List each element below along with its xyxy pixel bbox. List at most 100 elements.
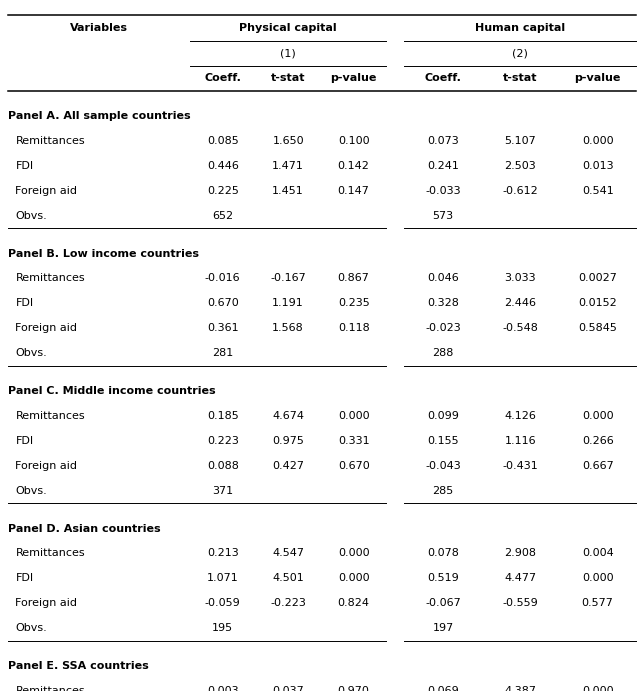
Text: Variables: Variables [70, 23, 128, 33]
Text: 0.147: 0.147 [337, 186, 370, 196]
Text: 0.824: 0.824 [337, 598, 370, 608]
Text: 0.013: 0.013 [582, 161, 614, 171]
Text: 1.568: 1.568 [272, 323, 304, 333]
Text: Foreign aid: Foreign aid [15, 461, 77, 471]
Text: 0.970: 0.970 [337, 685, 370, 691]
Text: Panel A. All sample countries: Panel A. All sample countries [8, 111, 191, 121]
Text: Panel D. Asian countries: Panel D. Asian countries [8, 524, 160, 533]
Text: 0.328: 0.328 [427, 299, 459, 308]
Text: FDI: FDI [15, 299, 33, 308]
Text: 0.670: 0.670 [338, 461, 370, 471]
Text: 0.000: 0.000 [338, 410, 370, 421]
Text: 371: 371 [212, 486, 233, 495]
Text: 0.427: 0.427 [272, 461, 304, 471]
Text: 197: 197 [433, 623, 453, 633]
Text: -0.167: -0.167 [270, 273, 306, 283]
Text: 0.223: 0.223 [207, 436, 239, 446]
Text: Remittances: Remittances [15, 548, 85, 558]
Text: 0.361: 0.361 [207, 323, 238, 333]
Text: Remittances: Remittances [15, 135, 85, 146]
Text: 4.501: 4.501 [272, 574, 304, 583]
Text: Foreign aid: Foreign aid [15, 186, 77, 196]
Text: 0.099: 0.099 [427, 410, 459, 421]
Text: Obvs.: Obvs. [15, 623, 47, 633]
Text: 195: 195 [212, 623, 233, 633]
Text: Panel C. Middle income countries: Panel C. Middle income countries [8, 386, 215, 396]
Text: 0.0152: 0.0152 [578, 299, 617, 308]
Text: 0.078: 0.078 [427, 548, 459, 558]
Text: 0.142: 0.142 [337, 161, 370, 171]
Text: Foreign aid: Foreign aid [15, 323, 77, 333]
Text: 0.446: 0.446 [207, 161, 239, 171]
Text: 4.547: 4.547 [272, 548, 304, 558]
Text: 2.908: 2.908 [504, 548, 536, 558]
Text: Human capital: Human capital [475, 23, 565, 33]
Text: 0.000: 0.000 [582, 685, 614, 691]
Text: Panel E. SSA countries: Panel E. SSA countries [8, 661, 149, 671]
Text: 0.073: 0.073 [427, 135, 459, 146]
Text: 5.107: 5.107 [504, 135, 536, 146]
Text: t-stat: t-stat [503, 73, 538, 83]
Text: 0.331: 0.331 [338, 436, 370, 446]
Text: 0.519: 0.519 [427, 574, 459, 583]
Text: 0.046: 0.046 [427, 273, 459, 283]
Text: Foreign aid: Foreign aid [15, 598, 77, 608]
Text: 288: 288 [432, 348, 454, 358]
Text: 0.185: 0.185 [207, 410, 238, 421]
Text: Panel B. Low income countries: Panel B. Low income countries [8, 249, 199, 258]
Text: -0.559: -0.559 [502, 598, 538, 608]
Text: 0.100: 0.100 [338, 135, 370, 146]
Text: 0.003: 0.003 [207, 685, 238, 691]
Text: p-value: p-value [574, 73, 621, 83]
Text: FDI: FDI [15, 574, 33, 583]
Text: 0.975: 0.975 [272, 436, 304, 446]
Text: p-value: p-value [330, 73, 377, 83]
Text: 0.213: 0.213 [207, 548, 238, 558]
Text: 0.670: 0.670 [207, 299, 238, 308]
Text: -0.016: -0.016 [205, 273, 240, 283]
Text: 0.004: 0.004 [582, 548, 614, 558]
Text: 4.387: 4.387 [504, 685, 536, 691]
Text: 0.155: 0.155 [427, 436, 459, 446]
Text: 0.867: 0.867 [337, 273, 370, 283]
Text: 0.235: 0.235 [338, 299, 370, 308]
Text: -0.043: -0.043 [425, 461, 461, 471]
Text: 0.667: 0.667 [582, 461, 614, 471]
Text: (2): (2) [513, 48, 528, 58]
Text: 0.069: 0.069 [427, 685, 459, 691]
Text: Obvs.: Obvs. [15, 486, 47, 495]
Text: 1.471: 1.471 [272, 161, 304, 171]
Text: -0.223: -0.223 [270, 598, 306, 608]
Text: -0.067: -0.067 [425, 598, 461, 608]
Text: Obvs.: Obvs. [15, 348, 47, 358]
Text: 1.650: 1.650 [272, 135, 304, 146]
Text: 0.266: 0.266 [582, 436, 614, 446]
Text: FDI: FDI [15, 436, 33, 446]
Text: 573: 573 [433, 211, 453, 220]
Text: Remittances: Remittances [15, 273, 85, 283]
Text: 1.071: 1.071 [207, 574, 238, 583]
Text: Remittances: Remittances [15, 410, 85, 421]
Text: 1.116: 1.116 [504, 436, 536, 446]
Text: 0.085: 0.085 [207, 135, 238, 146]
Text: Coeff.: Coeff. [204, 73, 241, 83]
Text: 0.5845: 0.5845 [578, 323, 617, 333]
Text: 0.000: 0.000 [338, 574, 370, 583]
Text: 4.674: 4.674 [272, 410, 304, 421]
Text: 0.541: 0.541 [582, 186, 614, 196]
Text: 0.000: 0.000 [582, 410, 614, 421]
Text: 652: 652 [212, 211, 233, 220]
Text: 4.477: 4.477 [504, 574, 536, 583]
Text: -0.033: -0.033 [425, 186, 461, 196]
Text: (1): (1) [280, 48, 296, 58]
Text: 0.241: 0.241 [427, 161, 459, 171]
Text: 0.037: 0.037 [272, 685, 304, 691]
Text: -0.023: -0.023 [425, 323, 461, 333]
Text: 4.126: 4.126 [504, 410, 536, 421]
Text: 0.000: 0.000 [582, 135, 614, 146]
Text: 0.000: 0.000 [338, 548, 370, 558]
Text: -0.612: -0.612 [502, 186, 538, 196]
Text: -0.431: -0.431 [502, 461, 538, 471]
Text: -0.548: -0.548 [502, 323, 538, 333]
Text: 0.225: 0.225 [207, 186, 239, 196]
